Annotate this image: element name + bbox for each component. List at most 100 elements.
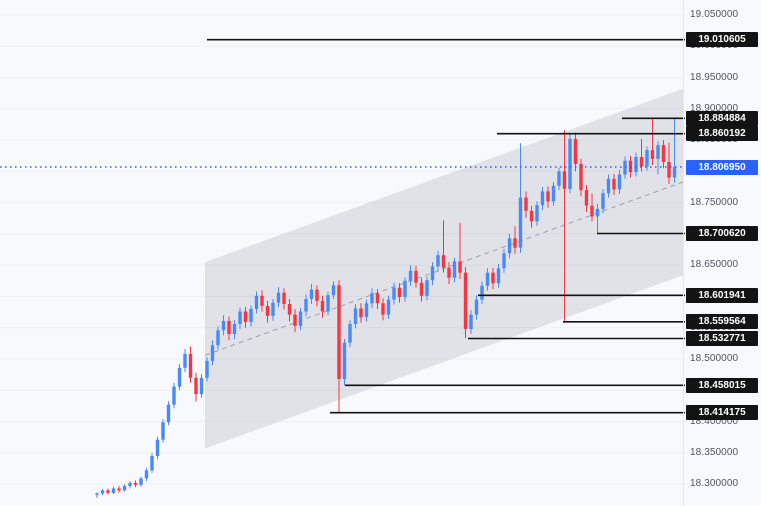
candle xyxy=(496,263,501,288)
candle xyxy=(524,191,528,218)
candle xyxy=(386,295,391,319)
candle xyxy=(458,222,462,279)
candle xyxy=(95,492,99,498)
candle xyxy=(518,143,523,253)
candle xyxy=(221,315,226,336)
candle xyxy=(502,248,506,273)
candle xyxy=(111,486,116,495)
axis-tick-label: 18.400000 xyxy=(690,415,739,427)
candle xyxy=(309,284,314,304)
candle xyxy=(210,340,215,366)
candle xyxy=(243,307,248,328)
candle xyxy=(155,436,160,460)
candle xyxy=(133,480,138,488)
candle xyxy=(106,488,110,495)
candle xyxy=(507,233,512,259)
candle xyxy=(337,280,341,413)
candle xyxy=(436,250,440,272)
price-line-badge[interactable]: 18.884884 xyxy=(686,110,758,126)
candle xyxy=(645,146,649,171)
candle xyxy=(172,382,176,409)
candle xyxy=(546,186,550,208)
candle xyxy=(403,277,407,302)
axis-tick-label: 18.500000 xyxy=(690,353,739,364)
axis-tick-label: 18.950000 xyxy=(690,71,739,83)
candle xyxy=(271,299,275,321)
axis-tick-label: 18.650000 xyxy=(690,259,739,271)
candle xyxy=(364,299,369,322)
candle xyxy=(414,265,418,288)
price-line-badge[interactable]: 18.601941 xyxy=(686,287,758,303)
candle xyxy=(298,307,303,331)
price-line-badge[interactable]: 18.559564 xyxy=(686,314,758,330)
candle xyxy=(469,310,473,334)
candle xyxy=(359,303,363,323)
candle xyxy=(100,489,105,496)
candle xyxy=(447,262,451,284)
candle xyxy=(205,357,209,382)
candle xyxy=(557,167,561,191)
candle xyxy=(304,294,308,317)
candle xyxy=(326,291,330,316)
candle xyxy=(452,257,457,283)
candle xyxy=(370,288,374,309)
candle xyxy=(276,287,281,308)
candle xyxy=(227,316,231,341)
candle xyxy=(282,288,286,310)
candle xyxy=(293,309,297,333)
candle xyxy=(480,281,484,304)
candle xyxy=(150,452,154,473)
candle xyxy=(117,486,121,493)
axis-tick-label: 18.350000 xyxy=(690,446,739,458)
candle xyxy=(408,265,413,286)
candle xyxy=(513,226,517,254)
candle xyxy=(254,291,259,314)
candle xyxy=(249,305,253,327)
candle xyxy=(606,174,611,198)
candle xyxy=(612,173,616,196)
candle xyxy=(656,141,660,175)
candle xyxy=(397,283,402,303)
candle xyxy=(650,118,655,166)
candle xyxy=(183,349,187,373)
candle xyxy=(485,268,490,291)
candle xyxy=(161,419,165,443)
axis-tick-label: 18.300000 xyxy=(690,478,739,490)
candle xyxy=(661,140,666,169)
price-line-badge[interactable]: 18.458015 xyxy=(686,377,758,393)
candle xyxy=(188,346,193,383)
candle xyxy=(617,170,622,194)
price-line-badge[interactable]: 18.860192 xyxy=(686,126,758,142)
candle xyxy=(562,130,567,322)
candle xyxy=(441,220,446,273)
price-line-badge[interactable]: 18.700620 xyxy=(686,226,758,241)
candle xyxy=(238,307,242,329)
price-line-badge[interactable]: 18.532771 xyxy=(686,331,758,346)
candle xyxy=(166,401,171,426)
candle xyxy=(265,300,270,323)
candle xyxy=(353,304,358,329)
candle xyxy=(144,467,149,481)
candle xyxy=(535,201,539,226)
candle xyxy=(315,285,319,307)
price-line-badge[interactable]: 18.414175 xyxy=(686,405,758,421)
candle xyxy=(348,320,352,348)
candle xyxy=(287,299,292,322)
candle xyxy=(216,326,220,350)
price-line-badge[interactable]: 19.010605 xyxy=(686,32,758,48)
candle xyxy=(430,262,435,286)
candle xyxy=(639,138,644,172)
candle xyxy=(320,295,325,318)
candle xyxy=(199,374,204,398)
candle xyxy=(491,267,495,289)
axis-tick-label: 18.750000 xyxy=(690,196,739,208)
candle xyxy=(595,203,600,234)
candle xyxy=(529,205,534,228)
price-axis[interactable]: 19.05000019.00000018.95000018.90000018.8… xyxy=(683,0,761,506)
candle xyxy=(375,289,380,309)
candle xyxy=(419,277,424,302)
candle xyxy=(331,281,336,299)
candle xyxy=(584,185,589,212)
